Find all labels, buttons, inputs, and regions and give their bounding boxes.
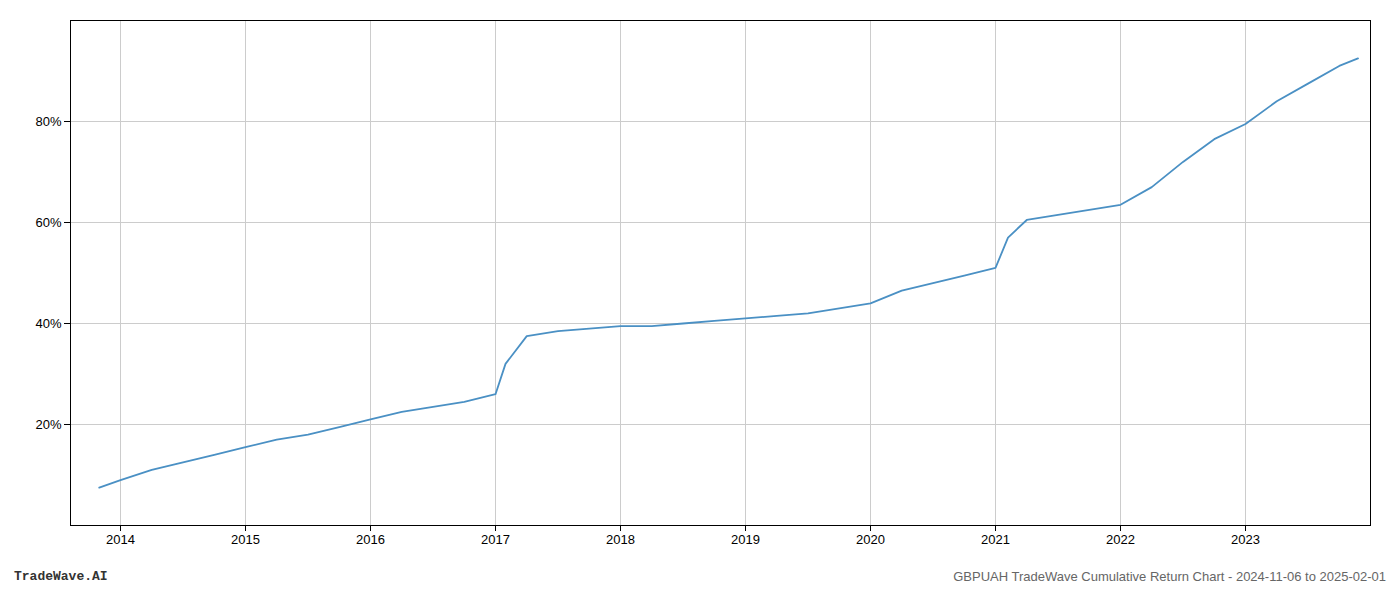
svg-text:2019: 2019 — [731, 532, 760, 547]
svg-text:2016: 2016 — [356, 532, 385, 547]
svg-text:40%: 40% — [35, 316, 61, 331]
svg-text:2015: 2015 — [231, 532, 260, 547]
svg-text:2022: 2022 — [1106, 532, 1135, 547]
html-text:GBPUAH TradeWave Cumulative Re: GBPUAH TradeWave Cumulative Return Chart… — [953, 569, 1386, 584]
svg-text:2021: 2021 — [981, 532, 1010, 547]
svg-text:80%: 80% — [35, 114, 61, 129]
svg-text:2014: 2014 — [106, 532, 135, 547]
svg-text:2023: 2023 — [1231, 532, 1260, 547]
svg-text:20%: 20% — [35, 417, 61, 432]
svg-text:2020: 2020 — [856, 532, 885, 547]
svg-text:2017: 2017 — [481, 532, 510, 547]
html-text:TradeWave.AI: TradeWave.AI — [14, 569, 108, 584]
svg-text:2018: 2018 — [606, 532, 635, 547]
svg-text:60%: 60% — [35, 215, 61, 230]
